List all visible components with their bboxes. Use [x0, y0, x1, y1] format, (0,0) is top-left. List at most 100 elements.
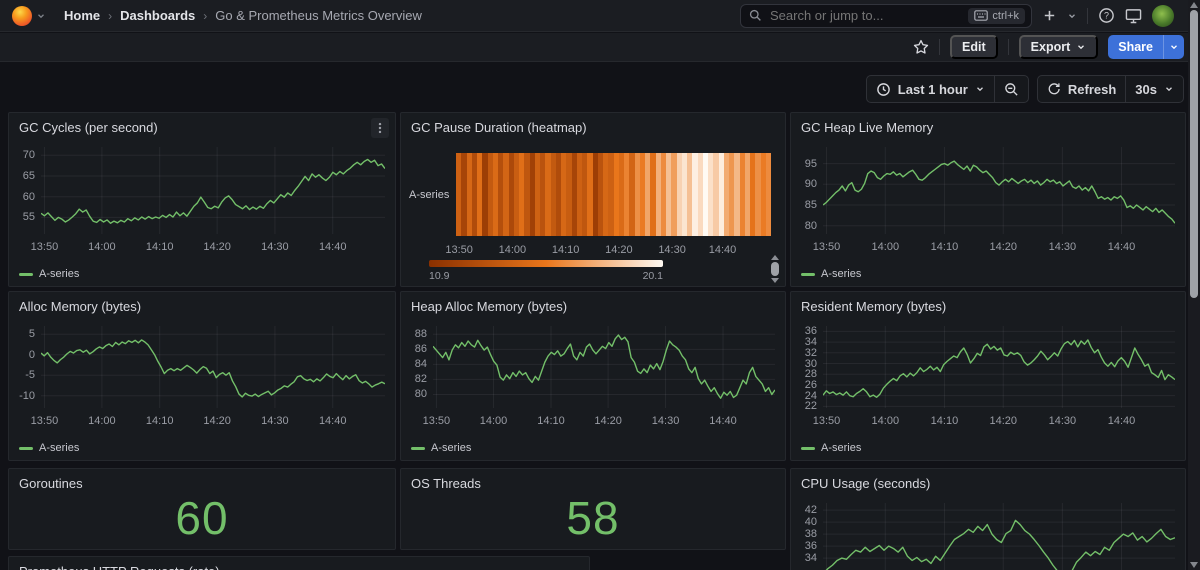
clock-icon	[876, 82, 890, 96]
panel-title[interactable]: Heap Alloc Memory (bytes)	[411, 299, 568, 314]
legend-item[interactable]: A-series	[19, 268, 79, 280]
kebab-icon	[378, 122, 382, 134]
search-input[interactable]	[768, 7, 963, 24]
plot-area[interactable]	[41, 326, 385, 408]
plot-area[interactable]	[823, 326, 1175, 408]
share-split-button: Share	[1108, 35, 1184, 59]
panel-title[interactable]: Goroutines	[19, 476, 83, 491]
chevron-down-icon	[1166, 87, 1172, 92]
star-icon	[913, 39, 929, 54]
svg-text:?: ?	[1104, 11, 1109, 21]
y-tick-label: 80	[804, 219, 817, 232]
heatmap-cells[interactable]	[456, 153, 771, 236]
series-line	[823, 161, 1175, 223]
x-tick-label: 14:10	[537, 415, 565, 427]
panel-title[interactable]: Resident Memory (bytes)	[801, 299, 947, 314]
panel-title[interactable]: GC Pause Duration (heatmap)	[411, 120, 587, 135]
breadcrumb-home[interactable]: Home	[64, 8, 101, 23]
plot-area[interactable]	[433, 326, 775, 408]
panel-prometheus-http-requests: Prometheus HTTP Requests (rate)	[8, 556, 590, 570]
x-tick-label: 14:00	[88, 241, 116, 253]
scroll-up-arrow-icon[interactable]	[1190, 2, 1198, 8]
panel-heap-alloc-memory: Heap Alloc Memory (bytes) 80 82 84 86 88 13:5…	[400, 291, 786, 461]
time-range-group: Last 1 hour	[865, 75, 1029, 103]
plot-area[interactable]	[823, 503, 1175, 570]
x-tick-label: 14:40	[709, 415, 737, 427]
panel-title[interactable]: CPU Usage (seconds)	[801, 476, 931, 491]
scrollbar-thumb[interactable]	[771, 262, 779, 276]
x-tick-label: 14:00	[871, 241, 900, 253]
x-tick-label: 14:20	[605, 244, 633, 256]
share-chevron-button[interactable]	[1163, 35, 1184, 59]
page-scrollbar[interactable]	[1188, 0, 1200, 570]
edit-button[interactable]: Edit	[950, 35, 998, 59]
scroll-down-arrow-icon[interactable]	[1190, 562, 1198, 568]
zoom-out-button[interactable]	[993, 76, 1028, 102]
x-tick-label: 14:10	[145, 241, 174, 253]
x-tick-label: 14:20	[203, 415, 231, 427]
panel-title[interactable]: GC Heap Live Memory	[801, 120, 934, 135]
news-button[interactable]	[1125, 8, 1142, 24]
panel-title[interactable]: OS Threads	[411, 476, 481, 491]
help-button[interactable]: ?	[1098, 7, 1115, 24]
plot-area[interactable]	[41, 147, 385, 234]
panel-title[interactable]: GC Cycles (per second)	[19, 120, 158, 135]
panel-title[interactable]: Prometheus HTTP Requests (rate)	[9, 557, 589, 570]
plot-area[interactable]	[823, 147, 1175, 234]
user-avatar[interactable]	[1152, 4, 1174, 27]
keyboard-icon	[974, 10, 989, 21]
x-tick-label: 14:30	[1048, 241, 1077, 253]
grafana-logo-icon[interactable]	[12, 5, 32, 26]
add-new-button[interactable]	[1042, 8, 1057, 23]
plus-icon	[1044, 10, 1055, 21]
legend-label: A-series	[821, 268, 862, 280]
legend-item[interactable]: A-series	[801, 268, 861, 280]
add-new-chevron-down-icon[interactable]	[1067, 11, 1077, 21]
scrollbar-thumb[interactable]	[1190, 10, 1198, 298]
x-tick-label: 13:50	[445, 244, 473, 256]
question-icon: ?	[1099, 8, 1114, 23]
y-tick-label: 22	[804, 400, 817, 413]
x-tick-label: 14:20	[594, 415, 622, 427]
breadcrumb: Home › Dashboards › Go & Prometheus Metr…	[64, 8, 422, 23]
scroll-up-arrow-icon[interactable]	[771, 255, 779, 260]
series-line	[823, 520, 1175, 570]
y-tick-label: 0	[28, 348, 35, 361]
y-tick-label: 30	[804, 357, 817, 370]
org-chevron-down-icon[interactable]	[36, 11, 46, 21]
y-tick-label: 86	[414, 343, 427, 356]
x-tick-label: 14:40	[1107, 415, 1136, 427]
y-tick-label: 36	[804, 325, 817, 338]
x-tick-label: 14:20	[989, 415, 1017, 427]
heatmap-scrollbar[interactable]	[771, 255, 779, 283]
search-box[interactable]: ctrl+k	[740, 3, 1032, 28]
legend-item[interactable]: A-series	[411, 442, 471, 454]
search-icon	[749, 9, 761, 21]
breadcrumb-dashboards[interactable]: Dashboards	[120, 8, 196, 23]
breadcrumb-separator-icon: ›	[108, 8, 113, 23]
x-tick-label: 14:30	[261, 241, 289, 253]
breadcrumb-separator-icon: ›	[203, 8, 208, 23]
export-button[interactable]: Export	[1018, 35, 1099, 59]
refresh-button[interactable]: Refresh	[1038, 76, 1125, 102]
y-tick-label: 60	[22, 190, 35, 203]
legend-swatch	[801, 446, 815, 450]
legend-item[interactable]: A-series	[801, 442, 861, 454]
scroll-down-arrow-icon[interactable]	[771, 278, 779, 283]
panel-menu-kebab[interactable]	[371, 118, 389, 138]
legend-item[interactable]: A-series	[19, 442, 79, 454]
refresh-interval-picker[interactable]: 30s	[1125, 76, 1183, 102]
heatmap-color-scale	[429, 260, 663, 267]
x-tick-label: 14:00	[498, 244, 527, 256]
shortcut-badge: ctrl+k	[968, 7, 1025, 24]
y-tick-label: 55	[22, 211, 35, 224]
refresh-group: Refresh 30s	[1036, 75, 1184, 103]
panel-gc-heap-live: GC Heap Live Memory 80 85 90 95 13:50 14:00 14…	[790, 112, 1186, 287]
time-range-picker[interactable]: Last 1 hour	[867, 76, 994, 102]
y-tick-label: 42	[804, 504, 817, 517]
star-button[interactable]	[913, 39, 929, 55]
x-tick-label: 14:00	[88, 415, 116, 427]
share-button[interactable]: Share	[1108, 35, 1163, 59]
y-tick-label: 32	[804, 346, 817, 359]
panel-title[interactable]: Alloc Memory (bytes)	[19, 299, 142, 314]
